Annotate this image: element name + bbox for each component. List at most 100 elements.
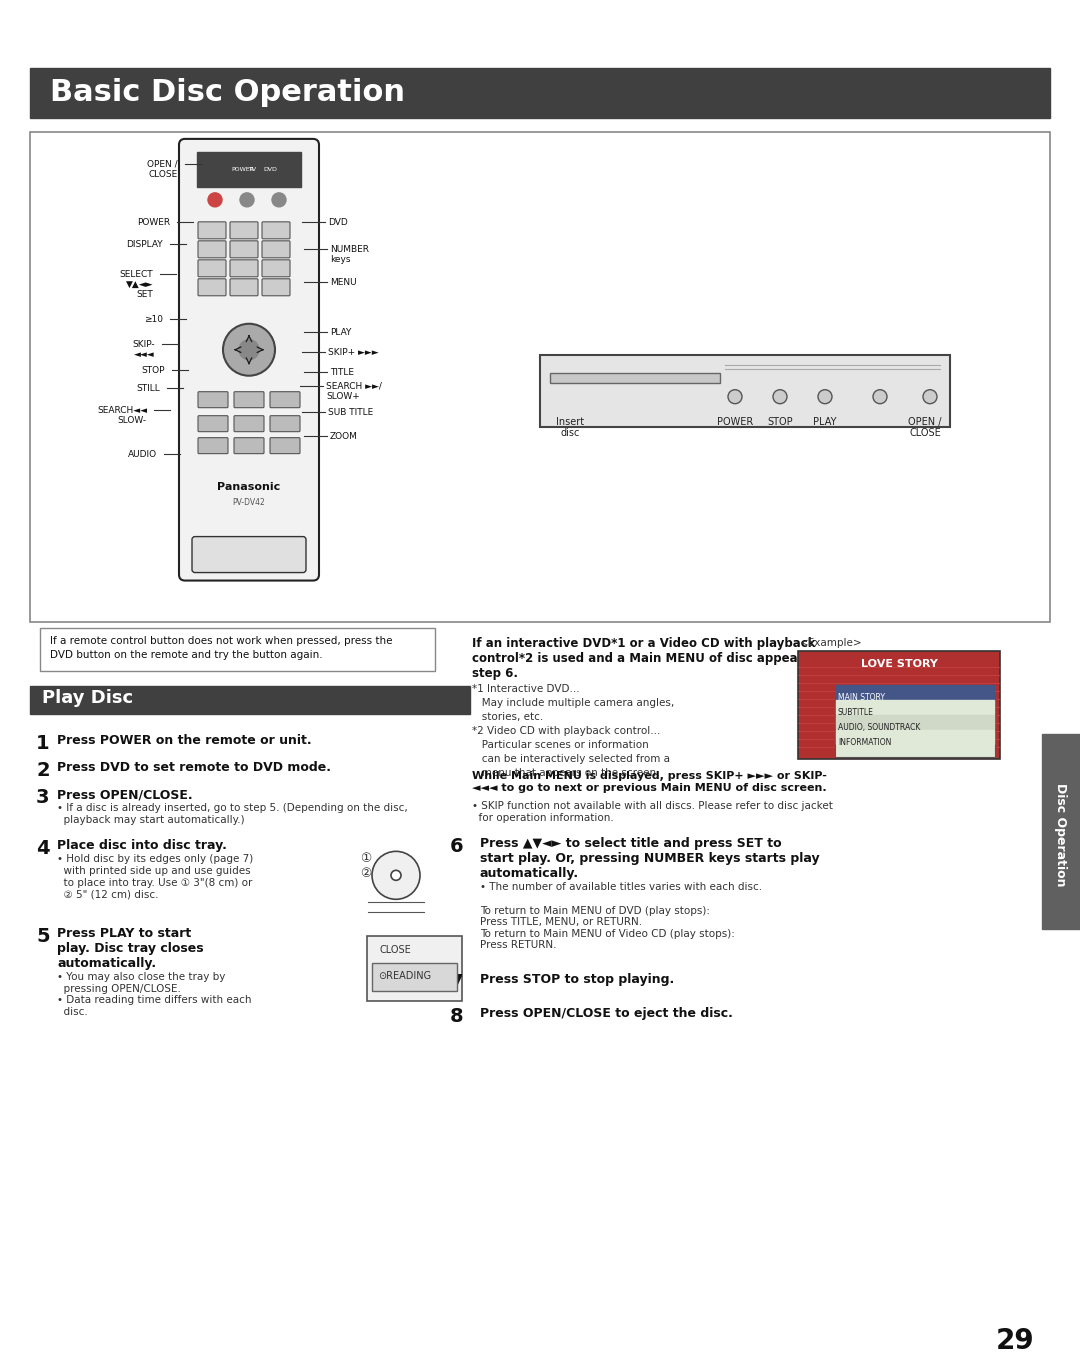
Text: PV-DV42: PV-DV42: [232, 497, 266, 507]
Circle shape: [818, 390, 832, 403]
Text: If a remote control button does not work when pressed, press the
DVD button on t: If a remote control button does not work…: [50, 635, 392, 660]
Text: STOP: STOP: [141, 365, 165, 375]
Circle shape: [391, 871, 401, 880]
FancyBboxPatch shape: [262, 222, 291, 239]
Text: TITLE: TITLE: [330, 368, 354, 376]
Text: Basic Disc Operation: Basic Disc Operation: [50, 79, 405, 108]
Bar: [367, 936, 462, 1002]
Bar: [40, 627, 435, 672]
Bar: [836, 686, 994, 699]
Text: INFORMATION: INFORMATION: [838, 739, 891, 747]
Text: • SKIP function not available with all discs. Please refer to disc jacket
  for : • SKIP function not available with all d…: [472, 801, 833, 823]
Text: MAIN STORY: MAIN STORY: [838, 694, 885, 702]
Text: 4: 4: [36, 840, 50, 859]
Text: AUDIO, SOUNDTRACK: AUDIO, SOUNDTRACK: [838, 724, 920, 732]
Bar: [836, 701, 994, 714]
Text: DVD: DVD: [328, 218, 348, 226]
Text: *1 Interactive DVD...
   May include multiple camera angles,
   stories, etc.
*2: *1 Interactive DVD... May include multip…: [472, 684, 674, 778]
Text: ⊙READING: ⊙READING: [378, 972, 431, 981]
FancyBboxPatch shape: [262, 260, 291, 277]
Bar: [30, 68, 1050, 119]
Bar: [0, 1059, 1080, 1362]
Text: SLOW-: SLOW-: [118, 416, 147, 425]
Bar: [550, 372, 720, 383]
Text: ZOOM: ZOOM: [330, 432, 357, 440]
FancyBboxPatch shape: [230, 279, 258, 296]
Text: 8: 8: [450, 1007, 463, 1026]
Bar: [798, 652, 1000, 759]
Text: • If a disc is already inserted, go to step 5. (Depending on the disc,
  playbac: • If a disc is already inserted, go to s…: [57, 803, 408, 825]
Text: SELECT: SELECT: [120, 270, 153, 279]
Text: Press OPEN/CLOSE.: Press OPEN/CLOSE.: [57, 788, 192, 801]
Text: CLOSE: CLOSE: [380, 946, 411, 955]
Bar: [835, 692, 995, 758]
Bar: [372, 964, 457, 991]
Text: Place disc into disc tray.: Place disc into disc tray.: [57, 840, 227, 852]
Text: SET: SET: [136, 290, 153, 298]
FancyBboxPatch shape: [198, 260, 226, 277]
FancyBboxPatch shape: [198, 222, 226, 239]
Text: SEARCH ►►/: SEARCH ►►/: [326, 382, 382, 391]
Text: STILL: STILL: [136, 384, 160, 393]
FancyBboxPatch shape: [270, 438, 300, 454]
Text: POWER: POWER: [137, 218, 170, 226]
Text: Press ▲▼◄► to select title and press SET to
start play. Or, pressing NUMBER keys: Press ▲▼◄► to select title and press SET…: [480, 837, 820, 880]
Circle shape: [923, 390, 937, 403]
Text: 7: 7: [450, 973, 463, 992]
Text: LOVE STORY: LOVE STORY: [861, 660, 937, 669]
Text: 5: 5: [36, 927, 50, 946]
Text: SUB TITLE: SUB TITLE: [328, 408, 374, 417]
Circle shape: [272, 192, 286, 207]
Text: • The number of available titles varies with each disc.

To return to Main MENU : • The number of available titles varies …: [480, 882, 762, 950]
Text: Press DVD to set remote to DVD mode.: Press DVD to set remote to DVD mode.: [57, 762, 330, 774]
Text: Insert
disc: Insert disc: [556, 417, 584, 439]
FancyBboxPatch shape: [230, 260, 258, 277]
FancyBboxPatch shape: [198, 438, 228, 454]
Text: OPEN /: OPEN /: [147, 159, 178, 169]
Text: 2: 2: [36, 762, 50, 781]
Bar: [0, 0, 1080, 68]
FancyBboxPatch shape: [198, 416, 228, 432]
Text: ◄◄◄: ◄◄◄: [134, 350, 156, 358]
Text: OPEN /
CLOSE: OPEN / CLOSE: [908, 417, 942, 439]
Bar: [540, 354, 950, 427]
Text: SEARCH◄◄: SEARCH◄◄: [97, 406, 147, 414]
Text: STOP: STOP: [767, 417, 793, 427]
Text: While Main MENU is displayed, press SKIP+ ►►► or SKIP-
◄◄◄ to go to next or prev: While Main MENU is displayed, press SKIP…: [472, 771, 827, 793]
Text: AUDIO: AUDIO: [127, 450, 157, 459]
Bar: [30, 687, 470, 714]
Circle shape: [728, 390, 742, 403]
FancyBboxPatch shape: [230, 222, 258, 239]
FancyBboxPatch shape: [270, 416, 300, 432]
Text: 1: 1: [36, 735, 50, 754]
FancyBboxPatch shape: [198, 279, 226, 296]
Circle shape: [372, 852, 420, 900]
Text: SKIP+ ►►►: SKIP+ ►►►: [328, 348, 379, 357]
Text: keys: keys: [330, 255, 351, 264]
Bar: [197, 151, 301, 187]
Circle shape: [240, 192, 254, 207]
Text: POWER: POWER: [717, 417, 753, 427]
FancyBboxPatch shape: [234, 438, 264, 454]
Text: Press STOP to stop playing.: Press STOP to stop playing.: [480, 973, 674, 987]
FancyBboxPatch shape: [262, 241, 291, 258]
Text: ▼▲◄►: ▼▲◄►: [125, 279, 153, 289]
FancyBboxPatch shape: [270, 391, 300, 408]
Text: MENU: MENU: [330, 278, 356, 286]
Text: 3: 3: [36, 788, 50, 807]
Text: SLOW+: SLOW+: [326, 391, 360, 401]
Text: PLAY: PLAY: [330, 327, 351, 337]
Bar: [1042, 735, 1080, 930]
Text: ①: ①: [360, 852, 372, 866]
Text: Press POWER on the remote or unit.: Press POWER on the remote or unit.: [57, 735, 312, 747]
Text: <Example>: <Example>: [800, 638, 863, 647]
Text: DISPLAY: DISPLAY: [126, 240, 163, 249]
Circle shape: [208, 192, 222, 207]
Text: CLOSE: CLOSE: [149, 170, 178, 179]
FancyBboxPatch shape: [230, 241, 258, 258]
Text: Panasonic: Panasonic: [217, 481, 281, 492]
Text: 29: 29: [996, 1328, 1035, 1355]
FancyBboxPatch shape: [234, 391, 264, 408]
Text: SKIP-: SKIP-: [133, 339, 156, 349]
Circle shape: [239, 339, 259, 360]
